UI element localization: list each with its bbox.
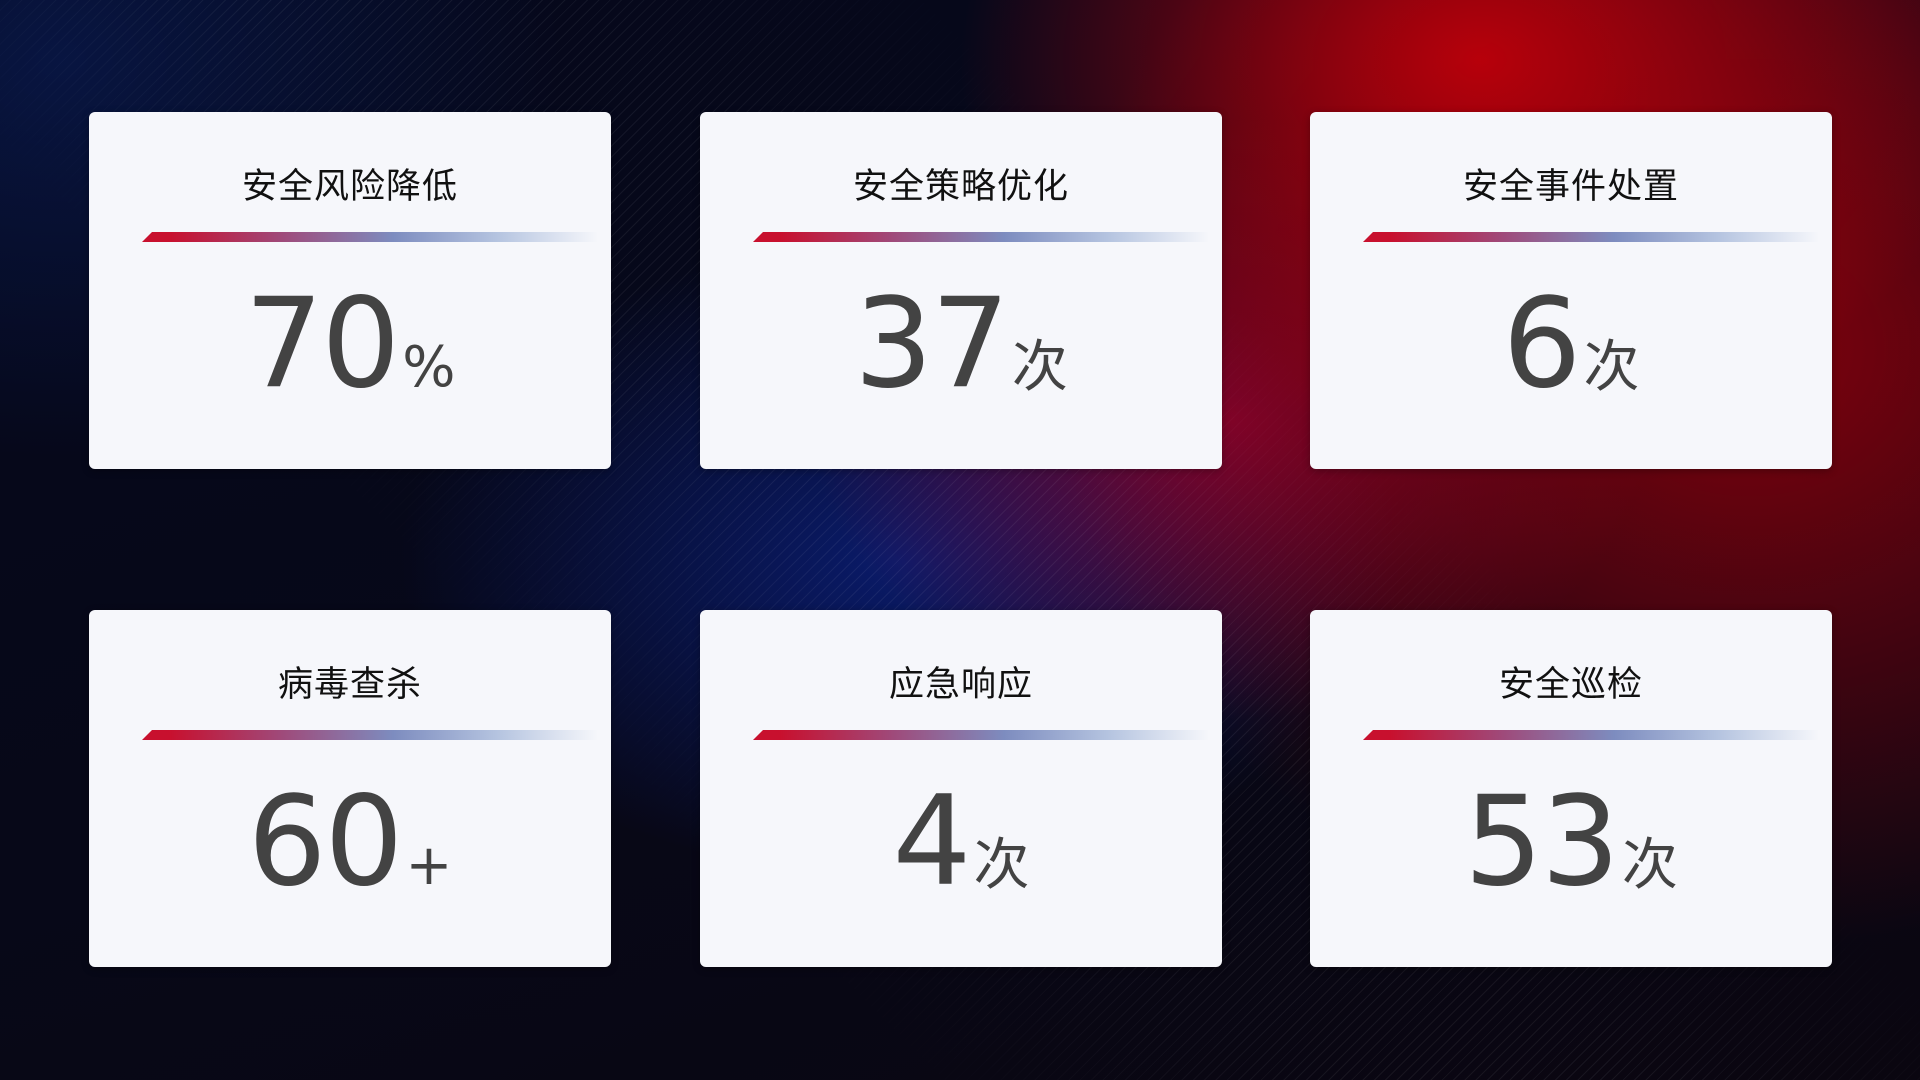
value-unit: 次 (1583, 335, 1640, 400)
value-unit: + (405, 833, 453, 898)
value-number: 70 (244, 272, 400, 416)
card-divider (1363, 232, 1819, 242)
card-value: 37次 (700, 272, 1222, 416)
card-divider (142, 730, 598, 740)
stat-card-incident-handling: 安全事件处置 6次 (1310, 112, 1832, 469)
value-number: 53 (1464, 770, 1620, 914)
value-number: 60 (247, 770, 404, 914)
value-number: 37 (854, 272, 1010, 416)
card-value: 53次 (1310, 770, 1832, 914)
stat-card-risk-reduction: 安全风险降低 70% (89, 112, 611, 469)
card-title: 安全巡检 (1498, 665, 1643, 705)
value-unit: 次 (1011, 335, 1068, 400)
card-divider (753, 730, 1209, 740)
card-title: 安全策略优化 (852, 167, 1069, 207)
card-value: 60+ (89, 770, 611, 914)
stat-card-policy-optimization: 安全策略优化 37次 (700, 112, 1222, 469)
value-unit: % (402, 335, 456, 400)
stat-card-emergency-response: 应急响应 4次 (700, 610, 1222, 967)
card-value: 70% (89, 272, 611, 416)
card-value: 6次 (1310, 272, 1832, 416)
card-divider (753, 232, 1209, 242)
stat-card-virus-removal: 病毒查杀 60+ (89, 610, 611, 967)
card-title: 安全事件处置 (1462, 167, 1679, 207)
card-title: 应急响应 (888, 665, 1033, 705)
card-value: 4次 (700, 770, 1222, 914)
card-title: 安全风险降低 (241, 167, 458, 207)
card-title: 病毒查杀 (277, 665, 422, 705)
value-number: 6 (1502, 272, 1582, 416)
card-divider (142, 232, 598, 242)
stat-card-security-inspection: 安全巡检 53次 (1310, 610, 1832, 967)
value-unit: 次 (1621, 833, 1678, 898)
card-divider (1363, 730, 1819, 740)
value-unit: 次 (973, 833, 1030, 898)
value-number: 4 (892, 770, 972, 914)
